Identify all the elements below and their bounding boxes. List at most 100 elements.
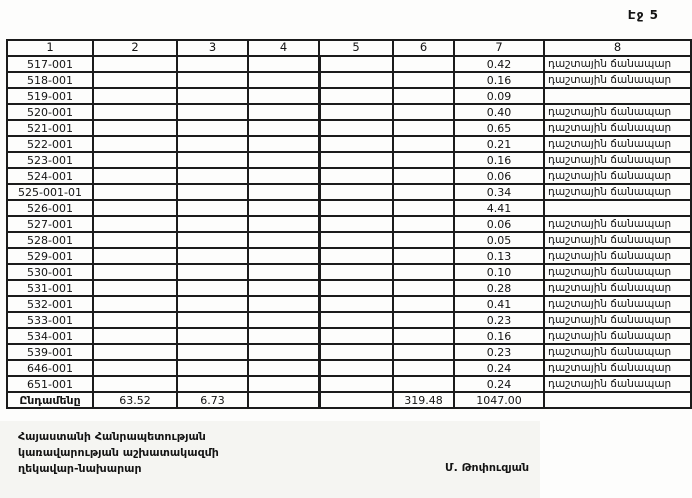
signature-name: Մ. Թոփուզյան xyxy=(445,461,530,474)
cell-col2 xyxy=(92,71,178,89)
cell-col4 xyxy=(247,167,320,185)
cell-col3 xyxy=(176,199,249,217)
column-header-7: 7 xyxy=(453,39,545,57)
cell-col5 xyxy=(317,55,394,73)
cell-col6 xyxy=(392,343,455,361)
cell-col1: 532-001 xyxy=(6,295,94,313)
cell-col2 xyxy=(92,263,178,281)
table-row: 520-001 0.40 դաշտային ճանապար xyxy=(6,103,692,121)
column-header-6: 6 xyxy=(392,39,455,57)
cell-col8: դաշտային ճանապար xyxy=(543,295,692,313)
total-cell-col4 xyxy=(247,391,320,409)
cell-col3 xyxy=(176,151,249,169)
cell-col5 xyxy=(317,71,394,89)
cell-col5 xyxy=(317,279,394,297)
cell-col7: 0.40 xyxy=(453,103,545,121)
table-row: 539-001 0.23 դաշտային ճանապար xyxy=(6,343,692,361)
cell-col1: 539-001 xyxy=(6,343,94,361)
cell-col3 xyxy=(176,87,249,105)
table-row: 533-001 0.23 դաշտային ճանապար xyxy=(6,311,692,329)
cell-col6 xyxy=(392,55,455,73)
cell-col1: 524-001 xyxy=(6,167,94,185)
cell-col3 xyxy=(176,311,249,329)
cell-col1: 528-001 xyxy=(6,231,94,249)
cell-col2 xyxy=(92,231,178,249)
cell-col2 xyxy=(92,215,178,233)
cell-col4 xyxy=(247,279,320,297)
cell-col6 xyxy=(392,167,455,185)
table-row: 646-001 0.24 դաշտային ճանապար xyxy=(6,359,692,377)
cell-col7: 0.42 xyxy=(453,55,545,73)
cell-col7: 0.10 xyxy=(453,263,545,281)
cell-col1: 526-001 xyxy=(6,199,94,217)
cell-col3 xyxy=(176,343,249,361)
cell-col5 xyxy=(317,151,394,169)
total-cell-col5 xyxy=(317,391,394,409)
cell-col8: դաշտային ճանապար xyxy=(543,279,692,297)
column-header-8: 8 xyxy=(543,39,692,57)
cell-col8: դաշտային ճանապար xyxy=(543,151,692,169)
cell-col5 xyxy=(317,343,394,361)
total-cell-col3: 6.73 xyxy=(176,391,249,409)
cell-col7: 0.28 xyxy=(453,279,545,297)
total-cell-col2: 63.52 xyxy=(92,391,178,409)
cell-col3 xyxy=(176,247,249,265)
cell-col4 xyxy=(247,151,320,169)
cell-col7: 0.34 xyxy=(453,183,545,201)
cell-col1: 651-001 xyxy=(6,375,94,393)
cell-col5 xyxy=(317,215,394,233)
cell-col4 xyxy=(247,359,320,377)
cell-col8: դաշտային ճանապար xyxy=(543,135,692,153)
cell-col2 xyxy=(92,151,178,169)
cell-col7: 0.41 xyxy=(453,295,545,313)
table-row: 534-001 0.16 դաշտային ճանապար xyxy=(6,327,692,345)
cell-col4 xyxy=(247,103,320,121)
cell-col6 xyxy=(392,327,455,345)
cell-col6 xyxy=(392,135,455,153)
cell-col8: դաշտային ճանապար xyxy=(543,55,692,73)
cell-col5 xyxy=(317,295,394,313)
cell-col4 xyxy=(247,87,320,105)
cell-col6 xyxy=(392,247,455,265)
cell-col7: 0.21 xyxy=(453,135,545,153)
cell-col8: դաշտային ճանապար xyxy=(543,183,692,201)
table-row: 521-001 0.65 դաշտային ճանապար xyxy=(6,119,692,137)
cell-col2 xyxy=(92,343,178,361)
cell-col8: դաշտային ճանապար xyxy=(543,103,692,121)
cell-col5 xyxy=(317,359,394,377)
table-row: 519-001 0.09 xyxy=(6,87,692,105)
cell-col6 xyxy=(392,103,455,121)
cell-col8: դաշտային ճանապար xyxy=(543,343,692,361)
cell-col1: 527-001 xyxy=(6,215,94,233)
table-row: 528-001 0.05 դաշտային ճանապար xyxy=(6,231,692,249)
scan-background-wash xyxy=(0,421,540,498)
cell-col2 xyxy=(92,55,178,73)
cell-col3 xyxy=(176,295,249,313)
cell-col1: 520-001 xyxy=(6,103,94,121)
cell-col3 xyxy=(176,119,249,137)
cell-col5 xyxy=(317,263,394,281)
cell-col2 xyxy=(92,279,178,297)
cell-col4 xyxy=(247,327,320,345)
table-row: 522-001 0.21 դաշտային ճանապար xyxy=(6,135,692,153)
cell-col3 xyxy=(176,279,249,297)
cell-col1: 522-001 xyxy=(6,135,94,153)
cell-col3 xyxy=(176,215,249,233)
cell-col1: 519-001 xyxy=(6,87,94,105)
cell-col4 xyxy=(247,311,320,329)
cell-col5 xyxy=(317,199,394,217)
cell-col2 xyxy=(92,87,178,105)
cell-col8: դաշտային ճանապար xyxy=(543,119,692,137)
cell-col7: 0.06 xyxy=(453,167,545,185)
table-row: 526-001 4.41 xyxy=(6,199,692,217)
cell-col4 xyxy=(247,375,320,393)
cell-col8: դաշտային ճանապար xyxy=(543,167,692,185)
cell-col3 xyxy=(176,263,249,281)
cell-col7: 0.23 xyxy=(453,311,545,329)
cell-col8: դաշտային ճանապար xyxy=(543,327,692,345)
cell-col7: 0.16 xyxy=(453,151,545,169)
cell-col4 xyxy=(247,71,320,89)
cell-col4 xyxy=(247,295,320,313)
cell-col6 xyxy=(392,311,455,329)
cell-col4 xyxy=(247,263,320,281)
